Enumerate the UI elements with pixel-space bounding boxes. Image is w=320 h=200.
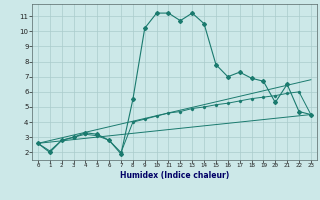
X-axis label: Humidex (Indice chaleur): Humidex (Indice chaleur) <box>120 171 229 180</box>
